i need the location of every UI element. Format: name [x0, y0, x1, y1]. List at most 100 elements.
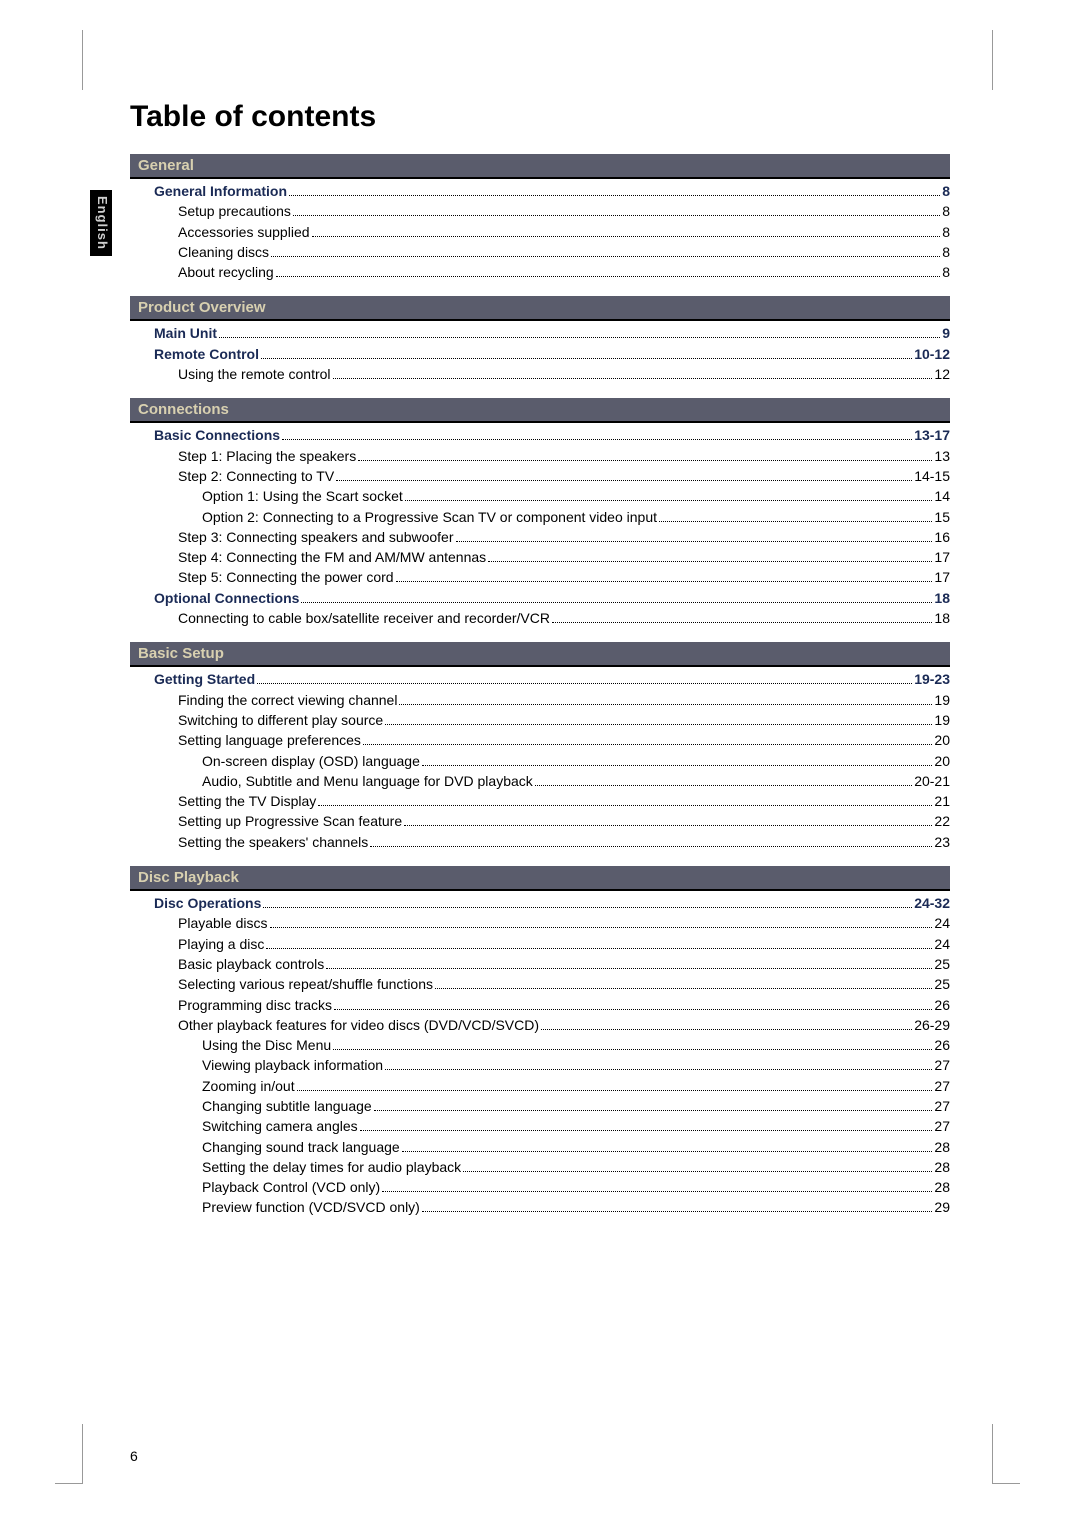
leader-dots	[374, 1110, 933, 1111]
toc-entry-label: Disc Operations	[154, 893, 261, 913]
toc-entry: On-screen display (OSD) language 20	[130, 751, 950, 771]
toc-entry: Setup precautions 8	[130, 201, 950, 221]
toc-entry-page: 26-29	[914, 1015, 950, 1035]
leader-dots	[271, 256, 940, 257]
toc-block: Main Unit 9Remote Control 10-12Using the…	[130, 321, 950, 390]
leader-dots	[363, 744, 933, 745]
leader-dots	[399, 704, 932, 705]
toc-entry-page: 20	[934, 751, 950, 771]
section-header: Basic Setup	[130, 642, 950, 667]
toc-entry-page: 8	[942, 201, 950, 221]
toc-entry-label: Using the Disc Menu	[202, 1035, 331, 1055]
toc-entry-page: 18	[934, 608, 950, 628]
toc-entry-label: General Information	[154, 181, 287, 201]
toc-entry: Audio, Subtitle and Menu language for DV…	[130, 771, 950, 791]
toc-entry-page: 25	[934, 974, 950, 994]
toc-entry: Playback Control (VCD only) 28	[130, 1177, 950, 1197]
toc-entry-page: 9	[942, 323, 950, 343]
toc-entry-page: 13-17	[914, 425, 950, 445]
toc-entry: Setting the TV Display 21	[130, 791, 950, 811]
toc-entry: Disc Operations 24-32	[130, 893, 950, 913]
page-number: 6	[130, 1448, 138, 1464]
toc-entry: Connecting to cable box/satellite receiv…	[130, 608, 950, 628]
toc-entry-page: 28	[934, 1177, 950, 1197]
toc-entry-label: Programming disc tracks	[178, 995, 332, 1015]
leader-dots	[435, 988, 932, 989]
toc-entry: Changing subtitle language 27	[130, 1096, 950, 1116]
toc-entry-label: Audio, Subtitle and Menu language for DV…	[202, 771, 533, 791]
toc-entry-label: Step 5: Connecting the power cord	[178, 567, 394, 587]
toc-entry: Option 1: Using the Scart socket 14	[130, 486, 950, 506]
toc-entry-page: 16	[934, 527, 950, 547]
leader-dots	[301, 602, 932, 603]
toc-entry-label: Preview function (VCD/SVCD only)	[202, 1197, 420, 1217]
leader-dots	[385, 724, 932, 725]
toc-entry-label: Setup precautions	[178, 201, 291, 221]
toc-entry-page: 27	[934, 1096, 950, 1116]
toc-entry: Setting language preferences 20	[130, 730, 950, 750]
table-of-contents: GeneralGeneral Information 8Setup precau…	[130, 154, 950, 1224]
toc-entry-page: 21	[934, 791, 950, 811]
toc-entry: Playable discs 24	[130, 913, 950, 933]
toc-entry-label: Setting up Progressive Scan feature	[178, 811, 402, 831]
leader-dots	[358, 460, 932, 461]
toc-entry-label: Step 3: Connecting speakers and subwoofe…	[178, 527, 454, 547]
toc-entry-label: Remote Control	[154, 344, 259, 364]
toc-entry: Switching to different play source 19	[130, 710, 950, 730]
toc-entry-page: 19	[934, 690, 950, 710]
toc-entry-page: 26	[934, 995, 950, 1015]
leader-dots	[422, 765, 933, 766]
toc-entry-page: 18	[934, 588, 950, 608]
toc-entry-label: Connecting to cable box/satellite receiv…	[178, 608, 550, 628]
toc-entry-label: Step 1: Placing the speakers	[178, 446, 356, 466]
toc-entry-page: 15	[934, 507, 950, 527]
toc-entry: Setting up Progressive Scan feature 22	[130, 811, 950, 831]
toc-entry-label: Basic playback controls	[178, 954, 324, 974]
toc-entry-page: 8	[942, 181, 950, 201]
toc-entry-page: 23	[934, 832, 950, 852]
section-header: Product Overview	[130, 296, 950, 321]
toc-entry-label: On-screen display (OSD) language	[202, 751, 420, 771]
page-title: Table of contents	[130, 100, 950, 134]
section-header: Disc Playback	[130, 866, 950, 891]
toc-entry: Other playback features for video discs …	[130, 1015, 950, 1035]
toc-entry-label: Setting language preferences	[178, 730, 361, 750]
toc-entry-label: Playback Control (VCD only)	[202, 1177, 380, 1197]
toc-entry-label: Cleaning discs	[178, 242, 269, 262]
leader-dots	[333, 378, 933, 379]
toc-entry-label: Optional Connections	[154, 588, 299, 608]
toc-entry-page: 27	[934, 1055, 950, 1075]
leader-dots	[318, 805, 932, 806]
toc-entry-label: Other playback features for video discs …	[178, 1015, 539, 1035]
toc-entry-label: Selecting various repeat/shuffle functio…	[178, 974, 433, 994]
leader-dots	[535, 785, 912, 786]
toc-entry: Step 3: Connecting speakers and subwoofe…	[130, 527, 950, 547]
toc-block: Basic Connections 13-17Step 1: Placing t…	[130, 423, 950, 634]
leader-dots	[488, 561, 932, 562]
leader-dots	[422, 1211, 933, 1212]
leader-dots	[360, 1130, 933, 1131]
toc-entry: Remote Control 10-12	[130, 344, 950, 364]
section-header: Connections	[130, 398, 950, 423]
toc-entry: Getting Started 19-23	[130, 669, 950, 689]
leader-dots	[659, 521, 932, 522]
toc-entry-page: 19-23	[914, 669, 950, 689]
toc-entry-label: Switching to different play source	[178, 710, 383, 730]
leader-dots	[463, 1171, 932, 1172]
leader-dots	[326, 968, 932, 969]
toc-entry-label: Setting the speakers' channels	[178, 832, 368, 852]
toc-entry-page: 24	[934, 934, 950, 954]
toc-entry: Viewing playback information 27	[130, 1055, 950, 1075]
toc-block: Disc Operations 24-32Playable discs 24 Pl…	[130, 891, 950, 1224]
toc-entry-page: 14-15	[914, 466, 950, 486]
toc-entry: Selecting various repeat/shuffle functio…	[130, 974, 950, 994]
toc-entry-page: 10-12	[914, 344, 950, 364]
leader-dots	[282, 439, 912, 440]
toc-block: Getting Started 19-23Finding the correct…	[130, 667, 950, 858]
toc-entry-page: 28	[934, 1137, 950, 1157]
toc-entry-page: 12	[934, 364, 950, 384]
toc-entry-page: 26	[934, 1035, 950, 1055]
leader-dots	[402, 1151, 933, 1152]
toc-entry-label: Option 1: Using the Scart socket	[202, 486, 403, 506]
leader-dots	[333, 1049, 932, 1050]
